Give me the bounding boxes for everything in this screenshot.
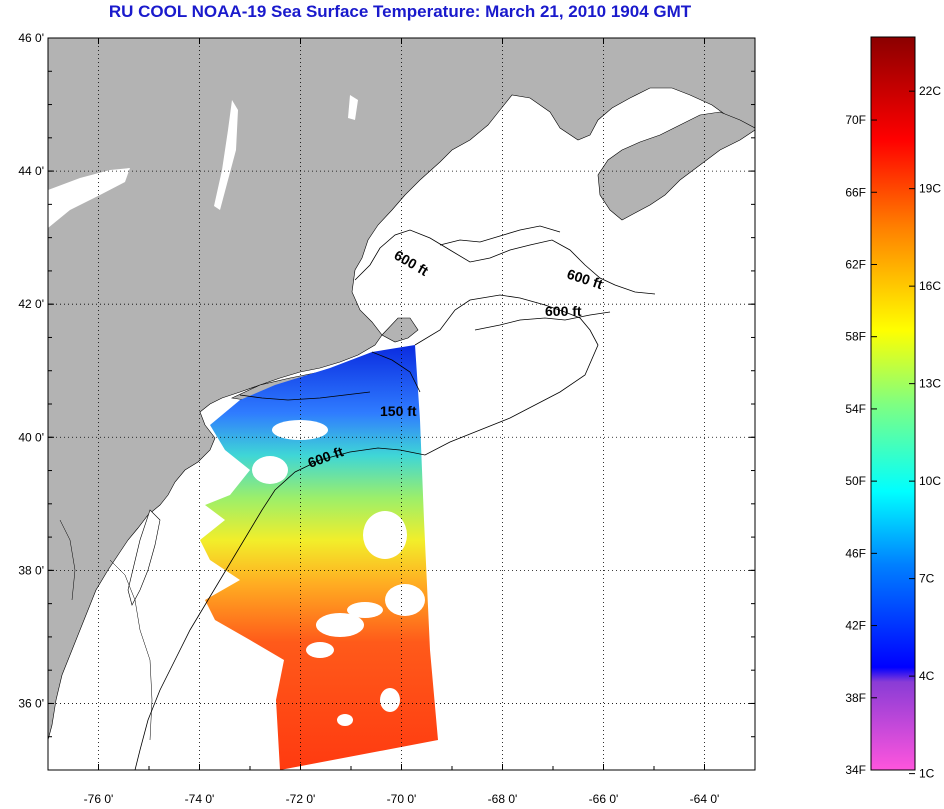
lake-moosehead (348, 95, 358, 120)
lat-tick-label: 42 0' (18, 297, 44, 311)
colorbar-label-f: 70F (845, 113, 866, 127)
lake-champlain (214, 100, 238, 210)
colorbar-label-c: 19C (919, 182, 941, 196)
lon-tick-label: -74 0' (185, 792, 215, 806)
colorbar-label-f: 58F (845, 330, 866, 344)
colorbar-label-f: 62F (845, 257, 866, 271)
colorbar-label-f: 46F (845, 546, 866, 560)
colorbar-label-c: 13C (919, 377, 941, 391)
colorbar-label-c: 22C (919, 84, 941, 98)
lon-tick-label: -68 0' (488, 792, 518, 806)
land-nova-scotia (597, 111, 755, 221)
colorbar-label-c: 16C (919, 279, 941, 293)
lon-tick-label: -64 0' (690, 792, 720, 806)
lat-tick-label: 38 0' (18, 563, 44, 577)
lat-tick-label: 44 0' (18, 164, 44, 178)
colorbar-label-f: 34F (845, 763, 866, 777)
land-cape-cod (381, 317, 419, 343)
contour-label-600ft-georges: 600 ft (545, 303, 582, 319)
colorbar-label-f: 50F (845, 474, 866, 488)
contour-label-150ft: 150 ft (380, 403, 417, 419)
lat-tick-label: 36 0' (18, 696, 44, 710)
lat-tick-label: 46 0' (18, 31, 44, 45)
lon-tick-label: -66 0' (589, 792, 619, 806)
lake-ontario-edge (48, 168, 130, 228)
colorbar-label-f: 38F (845, 691, 866, 705)
lon-tick-label: -76 0' (84, 792, 114, 806)
map-title: RU COOL NOAA-19 Sea Surface Temperature:… (108, 2, 692, 21)
bathymetry-contours (134, 225, 656, 770)
colorbar-label-f: 54F (845, 402, 866, 416)
map-plot-area: -76 0' -74 0' -72 0' -70 0' -68 0' -66 0' -64 … (18, 31, 756, 806)
colorbar-label-c: 10C (919, 474, 941, 488)
land-delmarva (127, 509, 161, 606)
lon-tick-label: -72 0' (286, 792, 316, 806)
coastline-inner (59, 519, 153, 741)
colorbar-label-c: 1C (919, 767, 935, 781)
lat-tick-label: 40 0' (18, 430, 44, 444)
colorbar-label-f: 42F (845, 619, 866, 633)
color-scale-bar: 70F 66F 62F 58F 54F 50F 46F 42F 38F 34F 22C 19C 16C 1… (845, 36, 941, 781)
lon-tick-label: -70 0' (387, 792, 417, 806)
colorbar-label-c: 4C (919, 669, 935, 683)
sst-swath (200, 345, 438, 770)
colorbar-label-f: 66F (845, 185, 866, 199)
colorbar-label-c: 7C (919, 572, 935, 586)
